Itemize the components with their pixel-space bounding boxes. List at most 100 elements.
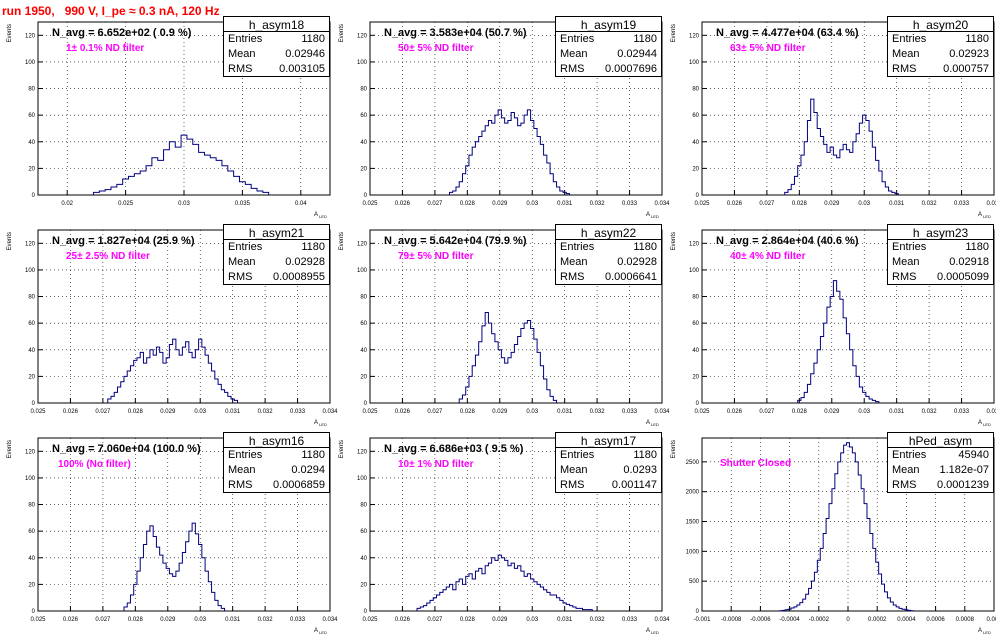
x-tick-label: 0.034: [654, 201, 670, 207]
x-tick-label: 0.028: [460, 409, 476, 415]
stats-label: Entries: [228, 33, 263, 45]
y-axis-label: Events: [339, 232, 345, 250]
x-tick-label: 0.029: [824, 201, 840, 207]
y-axis-label: Events: [7, 232, 13, 250]
stats-row-mean: Mean 0.02944: [560, 48, 657, 63]
y-tick-label: 40: [360, 140, 367, 146]
x-axis-label: A: [978, 628, 982, 634]
x-tick-label: 0.032: [590, 409, 606, 415]
stats-label: Mean: [892, 464, 920, 476]
y-tick-label: 20: [360, 582, 367, 588]
y-tick-label: 0: [32, 193, 36, 199]
x-axis-label-subscript: LED: [983, 214, 991, 219]
histogram-plot-h_asym19: 0.025 0.026 0.027 0.028 0.029 0.03 0.031 0.032 0…: [339, 21, 670, 219]
stats-label: RMS: [892, 479, 917, 491]
x-tick-label: 0.032: [922, 409, 938, 415]
x-tick-label: 0.0002: [868, 617, 887, 623]
x-tick-label: 0.03: [858, 409, 870, 415]
x-tick-label: 0.034: [322, 409, 338, 415]
y-axis-label: Events: [7, 24, 13, 42]
x-axis-label: A: [646, 420, 650, 426]
histogram-line-hPed_asym: [778, 442, 915, 612]
y-tick-label: 2000: [686, 490, 700, 496]
stats-label: RMS: [228, 271, 253, 283]
stats-value: 0.0005099: [937, 271, 989, 283]
histogram-line-h_asym22: [458, 312, 558, 403]
x-tick-label: 0.031: [225, 409, 241, 415]
plot-frame: [701, 21, 995, 196]
stats-row-entries: Entries 1180: [228, 33, 325, 48]
x-tick-label: 0.029: [824, 409, 840, 415]
x-tick-label: -0.0004: [779, 617, 800, 623]
stats-row-mean: Mean 0.0294: [228, 464, 325, 479]
y-tick-label: 60: [360, 529, 367, 535]
x-tick-label: 0.033: [622, 409, 638, 415]
y-axis-label: Events: [671, 232, 677, 250]
y-tick-label: 120: [357, 33, 368, 39]
x-tick-label: 0.025: [362, 409, 378, 415]
stats-value: 1180: [633, 33, 657, 45]
x-tick-label: 0.031: [889, 409, 905, 415]
stats-label: Mean: [560, 48, 588, 60]
x-axis-label: A: [314, 420, 318, 426]
run-title: run 1950, 990 V, I_pe ≈ 0.3 nA, 120 Hz: [2, 4, 220, 18]
y-tick-label: 20: [28, 582, 35, 588]
histogram-panel-h_asym22: 0.025 0.026 0.027 0.028 0.029 0.03 0.031 0.032 0…: [332, 224, 670, 433]
stats-value: 1180: [965, 33, 989, 45]
stats-value: 0.02918: [949, 256, 989, 268]
stats-value: 0.003105: [279, 63, 325, 75]
n-avg-label: N_avg = 2.864e+04 (40.6 %): [716, 235, 859, 247]
histogram-line-h_asym18: [92, 134, 270, 195]
x-axis-label-subscript: LED: [983, 422, 991, 427]
y-tick-label: 100: [689, 268, 700, 274]
y-tick-label: 120: [357, 241, 368, 247]
plot-frame: [37, 229, 331, 404]
stats-histogram-name: h_asym16: [248, 434, 305, 448]
n-avg-label: N_avg = 6.686e+03 ( 9.5 %): [384, 443, 524, 455]
stats-box-hPed_asym: hPed_asym Entries 45940 Mean 1.182e-07 RMS 0.0…: [887, 432, 994, 493]
x-tick-label: -0.001: [693, 617, 711, 623]
stats-value: 0.02928: [285, 256, 325, 268]
x-tick-label: 0.032: [258, 409, 274, 415]
y-tick-label: 0: [364, 193, 368, 199]
y-tick-label: 2500: [686, 460, 700, 466]
x-tick-label: 0.03: [178, 201, 190, 207]
x-axis-label: A: [646, 212, 650, 218]
stats-row-entries: Entries 1180: [228, 449, 325, 464]
y-tick-label: 100: [25, 268, 36, 274]
histogram-line-h_asym17: [416, 554, 593, 611]
x-tick-label: 0.034: [654, 409, 670, 415]
stats-value: 0.02923: [949, 48, 989, 60]
stats-row-mean: Mean 0.02923: [892, 48, 989, 63]
n-avg-label: N_avg = 1.827e+04 (25.9 %): [52, 235, 195, 247]
x-tick-label: 0.033: [622, 617, 638, 623]
plot-frame: [369, 21, 663, 196]
x-tick-label: 0.025: [30, 617, 46, 623]
stats-label: Entries: [560, 449, 595, 461]
x-tick-label: -0.0006: [750, 617, 771, 623]
y-tick-label: 100: [357, 476, 368, 482]
stats-row-entries: Entries 1180: [560, 33, 657, 48]
histogram-plot-h_asym23: 0.025 0.026 0.027 0.028 0.029 0.03 0.031 0.032 0…: [671, 229, 996, 427]
x-tick-label: 0.028: [460, 617, 476, 623]
y-tick-label: 60: [28, 529, 35, 535]
y-tick-label: 20: [360, 166, 367, 172]
x-tick-label: 0.026: [63, 409, 79, 415]
stats-box-h_asym21: h_asym21 Entries 1180 Mean 0.02928 RMS 0.00089…: [223, 224, 330, 285]
histogram-line-h_asym21: [107, 338, 239, 403]
x-tick-label: 0: [846, 617, 850, 623]
stats-value: 0.001147: [611, 479, 657, 491]
histogram-panel-h_asym19: 0.025 0.026 0.027 0.028 0.029 0.03 0.031 0.032 0…: [332, 16, 670, 225]
x-axis-label-subscript: LED: [651, 630, 659, 635]
stats-value: 0.0007696: [605, 63, 657, 75]
histogram-panel-h_asym18: 0.02 0.025 0.03 0.035 0.04 0 20 40 60 80 100 120 Eve…: [0, 16, 331, 225]
y-tick-label: 40: [692, 140, 699, 146]
x-tick-label: 0.026: [727, 201, 743, 207]
x-tick-label: 0.032: [590, 201, 606, 207]
stats-row-mean: Mean 1.182e-07: [892, 464, 989, 479]
y-tick-label: 120: [689, 33, 700, 39]
x-tick-label: 0.032: [590, 617, 606, 623]
stats-value: 1180: [633, 241, 657, 253]
plot-frame: [701, 229, 995, 404]
stats-box-h_asym18: h_asym18 Entries 1180 Mean 0.02946 RMS 0.00310…: [223, 16, 330, 77]
